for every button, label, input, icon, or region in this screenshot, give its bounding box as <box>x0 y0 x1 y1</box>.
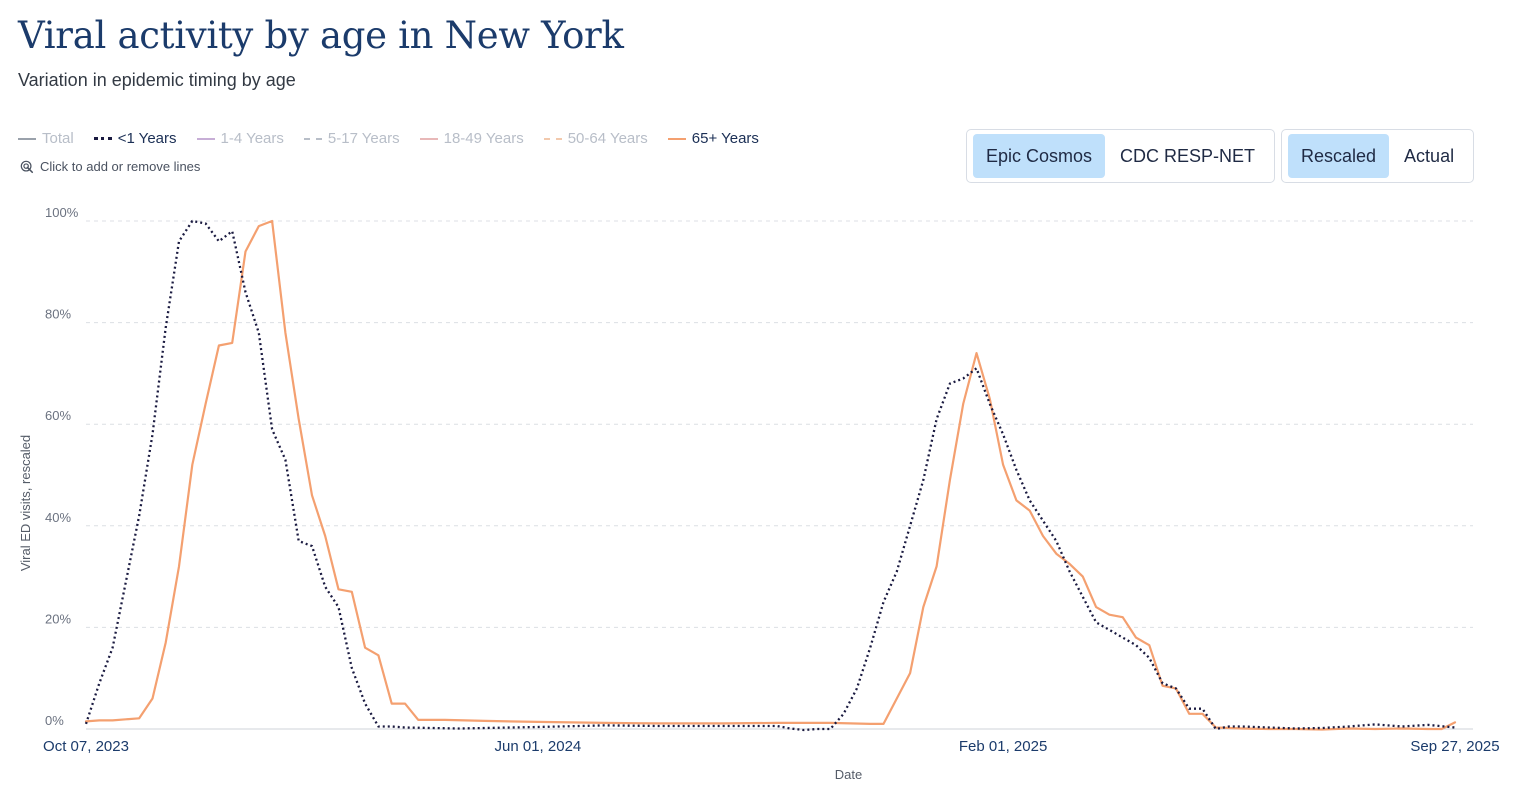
legend-item[interactable]: 1-4 Years <box>196 130 284 147</box>
legend: Total <1 Years 1-4 Years 5-17 Years 18-49 Ye… <box>18 130 759 147</box>
legend-item[interactable]: 18-49 Years <box>419 130 524 147</box>
legend-swatch <box>419 137 438 140</box>
x-tick-label: Feb 01, 2025 <box>959 738 1047 755</box>
legend-label: <1 Years <box>117 130 177 147</box>
y-axis-title: Viral ED visits, rescaled <box>18 435 33 571</box>
epic-cosmos-button[interactable]: Epic Cosmos <box>973 134 1106 178</box>
legend-label: 50-64 Years <box>567 130 648 147</box>
chart-subtitle: Variation in epidemic timing by age <box>18 70 296 90</box>
actual-button[interactable]: Actual <box>1404 145 1455 166</box>
legend-swatch <box>93 137 112 140</box>
x-tick-label: Sep 27, 2025 <box>1410 738 1499 755</box>
legend-hint: Click to add or remove lines <box>20 159 200 174</box>
data-source-toggle: Epic Cosmos CDC RESP-NET <box>966 129 1276 183</box>
legend-label: Total <box>42 130 74 147</box>
y-tick-label: 60% <box>45 408 71 423</box>
cursor-click-icon <box>20 160 34 173</box>
legend-item[interactable]: 65+ Years <box>667 130 759 147</box>
legend-label: 5-17 Years <box>327 130 400 147</box>
legend-swatch <box>543 137 562 140</box>
scale-toggle: Rescaled Actual <box>1281 129 1475 183</box>
legend-label: 65+ Years <box>691 130 759 147</box>
legend-item[interactable]: <1 Years <box>93 130 177 147</box>
chart-title: Viral activity by age in New York <box>18 14 624 57</box>
x-tick-label: Jun 01, 2024 <box>495 738 582 755</box>
legend-swatch <box>303 137 322 140</box>
legend-label: 1-4 Years <box>220 130 284 147</box>
line-chart: 0% 20% 40% 60% 80% 100% Oct 07, 2023 Jun 01, 20… <box>18 205 1500 782</box>
y-tick-label: 40% <box>45 510 71 525</box>
legend-label: 18-49 Years <box>443 130 524 147</box>
legend-hint-text: Click to add or remove lines <box>40 159 201 174</box>
series-line-lt1-years <box>84 219 1456 732</box>
rescaled-button[interactable]: Rescaled <box>1288 134 1390 178</box>
x-tick-label: Oct 07, 2023 <box>43 738 129 755</box>
legend-item[interactable]: 50-64 Years <box>543 130 648 147</box>
y-tick-label: 20% <box>45 611 71 626</box>
legend-swatch <box>18 137 36 140</box>
series-line-65plus-years <box>84 219 1457 731</box>
legend-swatch <box>196 137 215 140</box>
y-tick-label: 100% <box>45 205 79 220</box>
legend-item[interactable]: Total <box>18 130 74 147</box>
y-tick-label: 80% <box>45 307 71 322</box>
legend-swatch <box>667 137 686 140</box>
y-tick-label: 0% <box>45 713 64 728</box>
x-axis-title: Date <box>835 767 862 782</box>
cdc-resp-net-button[interactable]: CDC RESP-NET <box>1120 145 1256 166</box>
legend-item[interactable]: 5-17 Years <box>303 130 400 147</box>
